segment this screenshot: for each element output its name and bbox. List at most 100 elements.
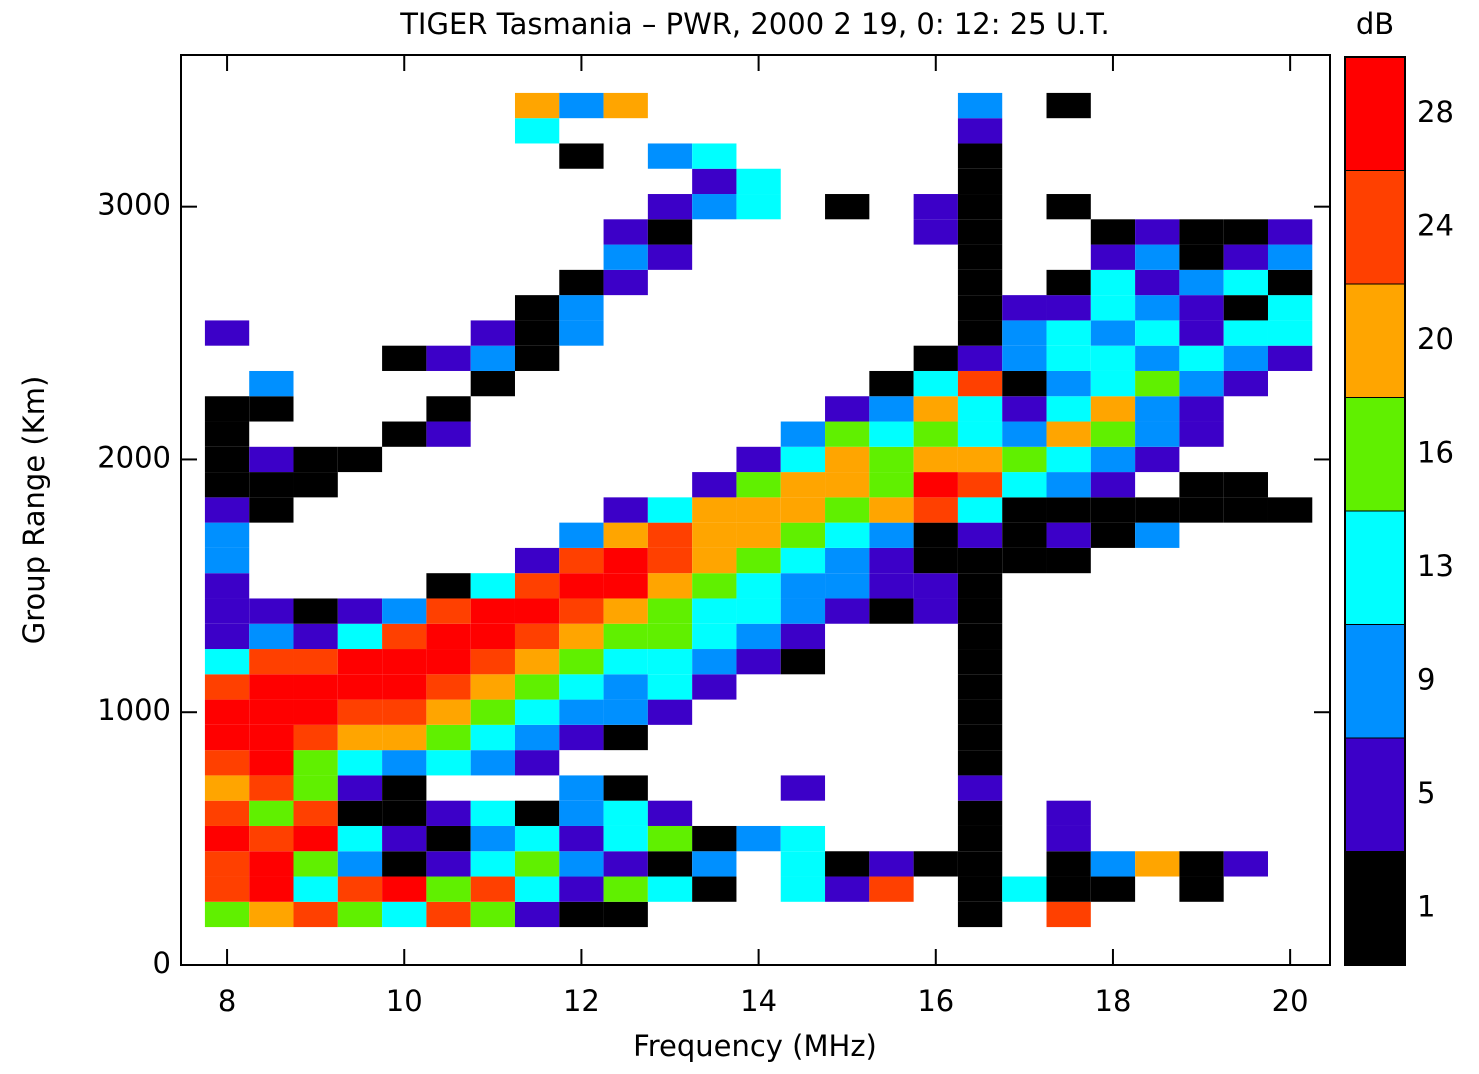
cell	[603, 649, 648, 675]
cell	[204, 522, 250, 548]
cell	[957, 623, 1003, 650]
cell	[204, 825, 250, 852]
cell	[559, 143, 604, 169]
cell	[1002, 522, 1047, 548]
cell	[1046, 547, 1091, 574]
cell	[559, 623, 604, 650]
cell	[647, 219, 693, 245]
cell	[249, 396, 294, 422]
cell	[382, 876, 427, 902]
cell	[1046, 421, 1091, 447]
cell	[204, 649, 250, 675]
x-tick-label: 16	[917, 984, 954, 1018]
cell	[603, 244, 648, 270]
cell	[957, 194, 1003, 220]
cell	[913, 370, 958, 397]
cell	[382, 800, 427, 826]
chart-title: TIGER Tasmania – PWR, 2000 2 19, 0: 12: …	[399, 7, 1110, 41]
cell	[736, 194, 781, 220]
cell	[647, 825, 693, 852]
cell	[603, 497, 648, 523]
cell	[559, 320, 604, 346]
y-tick-label: 2000	[97, 440, 171, 474]
cell	[470, 345, 515, 371]
cell	[1046, 472, 1091, 498]
cell	[293, 598, 338, 624]
cell	[692, 168, 737, 195]
cell	[470, 674, 515, 700]
cell	[1046, 92, 1091, 119]
cell	[647, 194, 693, 220]
cell	[514, 876, 560, 902]
cell	[249, 901, 294, 928]
cell	[426, 674, 471, 700]
cell	[470, 573, 515, 599]
cell	[337, 851, 383, 877]
cell	[204, 623, 250, 650]
cell	[514, 901, 560, 928]
cell	[1002, 345, 1047, 371]
cell	[1135, 219, 1180, 245]
cell	[825, 522, 870, 548]
cell	[426, 724, 471, 751]
cell	[204, 851, 250, 877]
cell	[1046, 269, 1091, 296]
cell	[1267, 320, 1313, 346]
cell	[692, 143, 737, 169]
cell	[913, 396, 958, 422]
cell	[1223, 295, 1268, 321]
cell	[957, 901, 1003, 928]
colorbar-tick-label: 1	[1417, 889, 1435, 923]
cell	[426, 750, 471, 776]
cell	[647, 699, 693, 725]
cell	[780, 522, 826, 548]
cell	[1090, 851, 1136, 877]
cell	[780, 825, 826, 852]
cell	[603, 800, 648, 826]
cell	[1223, 370, 1268, 397]
cell	[204, 699, 250, 725]
cell	[825, 876, 870, 902]
cell	[692, 573, 737, 599]
cell	[204, 497, 250, 523]
cell	[204, 573, 250, 599]
cell	[337, 446, 383, 473]
cell	[825, 194, 870, 220]
cell	[780, 598, 826, 624]
cell	[647, 851, 693, 877]
cell	[692, 598, 737, 624]
cell	[382, 775, 427, 801]
cell	[603, 674, 648, 700]
cell	[337, 699, 383, 725]
cell	[204, 674, 250, 700]
cell	[647, 623, 693, 650]
cell	[559, 851, 604, 877]
cell	[736, 497, 781, 523]
cell	[647, 522, 693, 548]
cell	[647, 547, 693, 574]
cell	[957, 825, 1003, 852]
cell	[869, 370, 914, 397]
cell	[204, 421, 250, 447]
cell	[249, 876, 294, 902]
cell	[426, 421, 471, 447]
cell	[470, 800, 515, 826]
cell	[293, 851, 338, 877]
cell	[1002, 497, 1047, 523]
cell	[780, 573, 826, 599]
cell	[780, 623, 826, 650]
cell	[869, 522, 914, 548]
cell	[1267, 269, 1313, 296]
cell	[293, 876, 338, 902]
cell	[869, 876, 914, 902]
cell	[293, 649, 338, 675]
cell	[514, 800, 560, 826]
cell	[1046, 320, 1091, 346]
cell	[1267, 345, 1313, 371]
cell	[337, 598, 383, 624]
cell	[382, 345, 427, 371]
cell	[957, 750, 1003, 776]
cell	[957, 269, 1003, 296]
cell	[426, 876, 471, 902]
cell	[1002, 295, 1047, 321]
